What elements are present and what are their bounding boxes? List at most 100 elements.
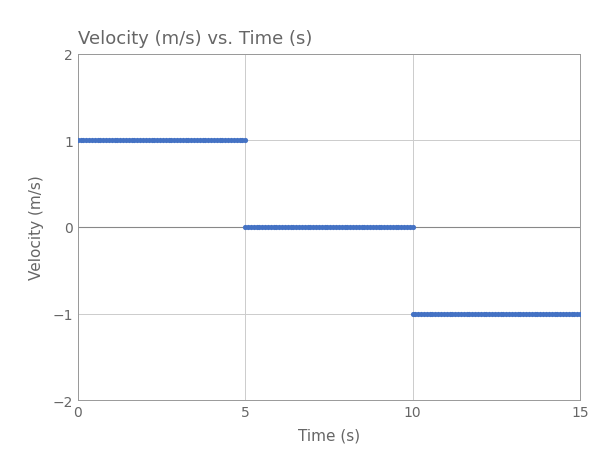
- Point: [331, 224, 341, 231]
- Point: [192, 137, 202, 145]
- Point: [521, 310, 531, 318]
- Point: [96, 137, 105, 145]
- Point: [184, 137, 193, 145]
- Point: [90, 137, 99, 145]
- Point: [365, 224, 375, 231]
- Point: [405, 224, 414, 231]
- Point: [484, 310, 494, 318]
- Point: [402, 224, 412, 231]
- Point: [462, 310, 471, 318]
- Point: [201, 137, 210, 145]
- Point: [104, 137, 114, 145]
- Point: [550, 310, 559, 318]
- Point: [357, 224, 367, 231]
- Point: [167, 137, 176, 145]
- Point: [408, 224, 417, 231]
- Point: [235, 137, 245, 145]
- Point: [487, 310, 497, 318]
- Point: [459, 310, 468, 318]
- Point: [496, 310, 505, 318]
- Point: [481, 310, 491, 318]
- Point: [408, 310, 417, 318]
- Point: [479, 310, 489, 318]
- Point: [175, 137, 185, 145]
- Point: [294, 224, 304, 231]
- Point: [246, 224, 255, 231]
- Point: [518, 310, 528, 318]
- Point: [260, 224, 270, 231]
- Point: [530, 310, 539, 318]
- Point: [385, 224, 395, 231]
- Point: [215, 137, 224, 145]
- Point: [450, 310, 460, 318]
- Point: [453, 310, 463, 318]
- Point: [564, 310, 573, 318]
- Point: [249, 224, 258, 231]
- Point: [490, 310, 500, 318]
- Point: [224, 137, 233, 145]
- Point: [286, 224, 295, 231]
- Point: [93, 137, 102, 145]
- Point: [303, 224, 312, 231]
- Point: [396, 224, 406, 231]
- Point: [138, 137, 148, 145]
- Point: [306, 224, 315, 231]
- Point: [263, 224, 273, 231]
- Point: [229, 137, 239, 145]
- Point: [271, 224, 281, 231]
- Point: [280, 224, 289, 231]
- Point: [221, 137, 230, 145]
- Point: [84, 137, 94, 145]
- Point: [252, 224, 261, 231]
- Point: [190, 137, 199, 145]
- Point: [73, 137, 83, 145]
- Point: [334, 224, 344, 231]
- Point: [570, 310, 579, 318]
- Point: [147, 137, 156, 145]
- Point: [240, 224, 250, 231]
- X-axis label: Time (s): Time (s): [298, 428, 360, 443]
- Point: [203, 137, 213, 145]
- Point: [124, 137, 133, 145]
- Point: [513, 310, 523, 318]
- Point: [416, 310, 426, 318]
- Point: [524, 310, 534, 318]
- Point: [141, 137, 151, 145]
- Point: [274, 224, 284, 231]
- Point: [87, 137, 97, 145]
- Text: Velocity (m/s) vs. Time (s): Velocity (m/s) vs. Time (s): [78, 30, 312, 47]
- Point: [425, 310, 434, 318]
- Point: [112, 137, 122, 145]
- Point: [348, 224, 358, 231]
- Point: [362, 224, 372, 231]
- Point: [541, 310, 551, 318]
- Point: [178, 137, 188, 145]
- Point: [312, 224, 321, 231]
- Point: [328, 224, 338, 231]
- Point: [289, 224, 298, 231]
- Point: [465, 310, 474, 318]
- Point: [130, 137, 139, 145]
- Point: [346, 224, 355, 231]
- Point: [556, 310, 565, 318]
- Point: [567, 310, 576, 318]
- Point: [447, 310, 457, 318]
- Point: [218, 137, 227, 145]
- Point: [572, 310, 582, 318]
- Point: [195, 137, 205, 145]
- Point: [317, 224, 327, 231]
- Point: [359, 224, 369, 231]
- Point: [283, 224, 292, 231]
- Point: [393, 224, 403, 231]
- Point: [419, 310, 429, 318]
- Point: [164, 137, 173, 145]
- Point: [110, 137, 120, 145]
- Point: [314, 224, 324, 231]
- Point: [232, 137, 242, 145]
- Point: [101, 137, 111, 145]
- Point: [320, 224, 329, 231]
- Point: [561, 310, 570, 318]
- Point: [237, 137, 247, 145]
- Point: [499, 310, 508, 318]
- Point: [544, 310, 554, 318]
